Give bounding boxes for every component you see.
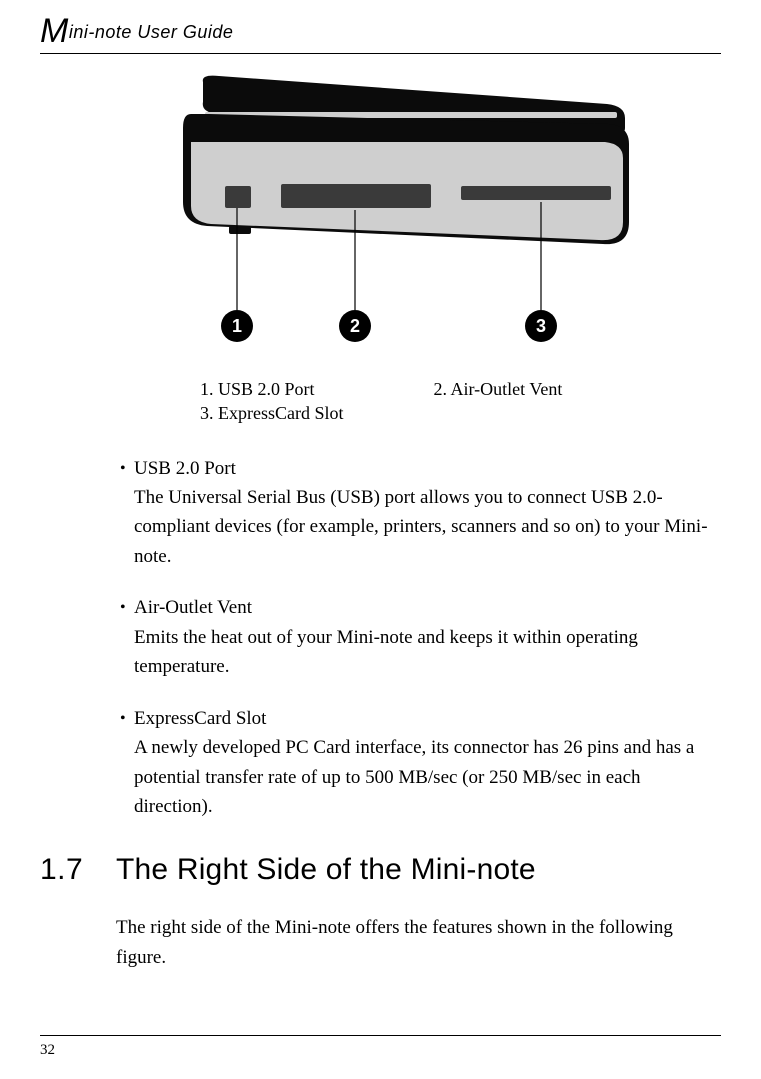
figure-caption: 1. USB 2.0 Port 2. Air-Outlet Vent 3. Ex… bbox=[40, 377, 721, 426]
section-heading: 1.7 The Right Side of the Mini-note bbox=[40, 853, 721, 887]
header-rule bbox=[40, 53, 721, 54]
caption-3: 3. ExpressCard Slot bbox=[200, 403, 344, 423]
running-head: Mini-note User Guide bbox=[40, 12, 721, 54]
page-number: 32 bbox=[40, 1042, 721, 1059]
laptop-side-figure: 1 2 3 bbox=[131, 74, 631, 354]
list-item: • USB 2.0 Port The Universal Serial Bus … bbox=[120, 454, 721, 572]
footer-rule bbox=[40, 1035, 721, 1036]
section-number: 1.7 bbox=[40, 853, 116, 887]
bullet-title: USB 2.0 Port bbox=[134, 454, 721, 483]
footer: 32 bbox=[40, 1035, 721, 1059]
caption-1: 1. USB 2.0 Port bbox=[200, 379, 315, 399]
bullet-list: • USB 2.0 Port The Universal Serial Bus … bbox=[40, 454, 721, 822]
figure-label-1: 1 bbox=[231, 316, 241, 336]
figure-wrap: 1 2 3 bbox=[40, 74, 721, 359]
list-item: • ExpressCard Slot A newly developed PC … bbox=[120, 704, 721, 822]
bullet-text: Emits the heat out of your Mini-note and… bbox=[134, 627, 638, 677]
bullet-text: A newly developed PC Card interface, its… bbox=[134, 737, 694, 817]
content: 1 2 3 1. USB 2.0 Port 2. Air-Outlet Vent… bbox=[40, 62, 721, 972]
page: Mini-note User Guide bbox=[0, 0, 761, 1079]
bullet-title: Air-Outlet Vent bbox=[134, 593, 721, 622]
bullet-icon: • bbox=[120, 593, 134, 681]
caption-2: 2. Air-Outlet Vent bbox=[434, 379, 563, 399]
bullet-text: The Universal Serial Bus (USB) port allo… bbox=[134, 487, 708, 567]
figure: 1 2 3 bbox=[131, 74, 631, 359]
running-head-title: Mini-note User Guide bbox=[40, 12, 721, 51]
figure-label-2: 2 bbox=[349, 316, 359, 336]
section-title: The Right Side of the Mini-note bbox=[116, 853, 536, 887]
bullet-icon: • bbox=[120, 454, 134, 572]
running-head-initial: M bbox=[40, 12, 69, 50]
list-item: • Air-Outlet Vent Emits the heat out of … bbox=[120, 593, 721, 681]
section-body: The right side of the Mini-note offers t… bbox=[40, 913, 721, 972]
bullet-title: ExpressCard Slot bbox=[134, 704, 721, 733]
figure-label-3: 3 bbox=[535, 316, 545, 336]
bullet-icon: • bbox=[120, 704, 134, 822]
running-head-text: ini-note User Guide bbox=[69, 22, 234, 42]
